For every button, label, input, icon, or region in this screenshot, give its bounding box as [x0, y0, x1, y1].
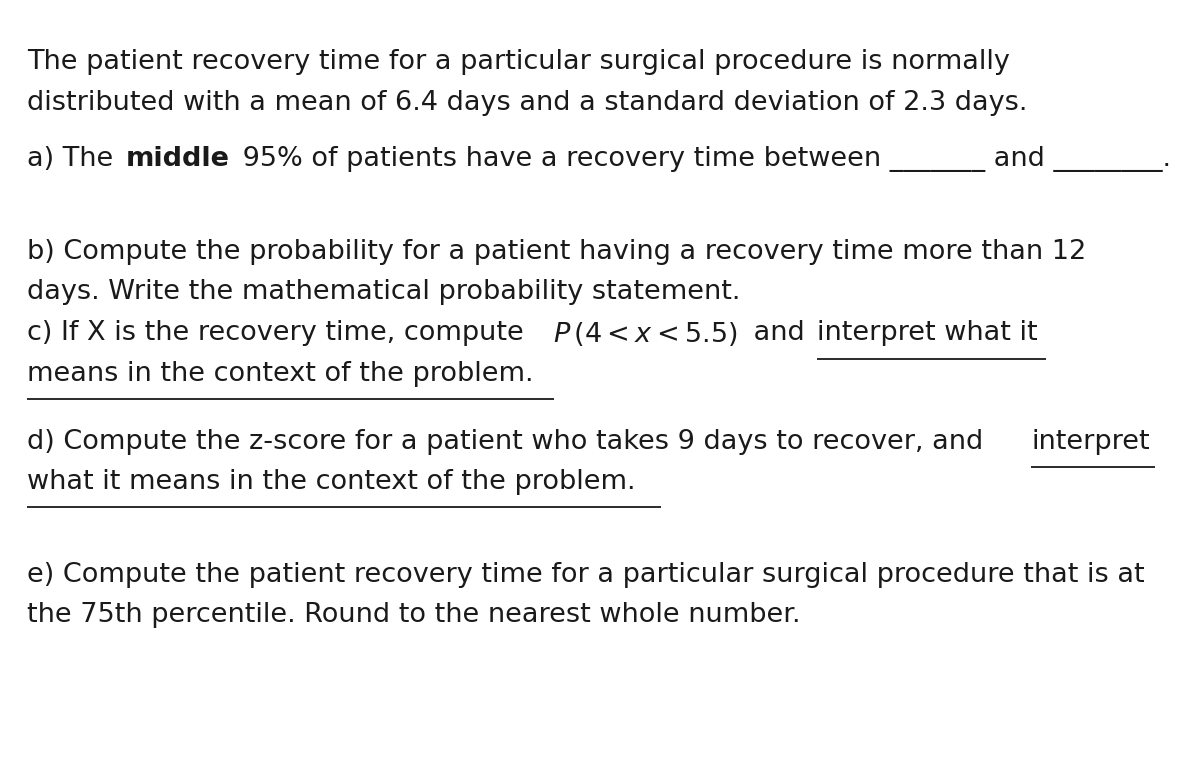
Text: distributed with a mean of 6.4 days and a standard deviation of 2.3 days.: distributed with a mean of 6.4 days and …	[28, 90, 1027, 115]
Text: and: and	[745, 320, 814, 346]
Text: interpret what it: interpret what it	[816, 320, 1037, 346]
Text: d) Compute the z-score for a patient who takes 9 days to recover, and: d) Compute the z-score for a patient who…	[28, 429, 992, 455]
Text: e) Compute the patient recovery time for a particular surgical procedure that is: e) Compute the patient recovery time for…	[28, 562, 1145, 587]
Text: the 75th percentile. Round to the nearest whole number.: the 75th percentile. Round to the neares…	[28, 602, 800, 628]
Text: b) Compute the probability for a patient having a recovery time more than 12: b) Compute the probability for a patient…	[28, 239, 1086, 265]
Text: a) The: a) The	[28, 146, 122, 172]
Text: days. Write the mathematical probability statement.: days. Write the mathematical probability…	[28, 279, 740, 305]
Text: c) If X is the recovery time, compute: c) If X is the recovery time, compute	[28, 320, 533, 346]
Text: middle: middle	[126, 146, 230, 172]
Text: The patient recovery time for a particular surgical procedure is normally: The patient recovery time for a particul…	[28, 49, 1010, 75]
Text: interpret: interpret	[1032, 429, 1150, 455]
Text: 95% of patients have a recovery time between _______ and ________.: 95% of patients have a recovery time bet…	[234, 146, 1171, 172]
Text: means in the context of the problem.: means in the context of the problem.	[28, 361, 534, 386]
Text: $P\,(4 < x < 5.5)$: $P\,(4 < x < 5.5)$	[553, 320, 738, 348]
Text: what it means in the context of the problem.: what it means in the context of the prob…	[28, 469, 636, 495]
